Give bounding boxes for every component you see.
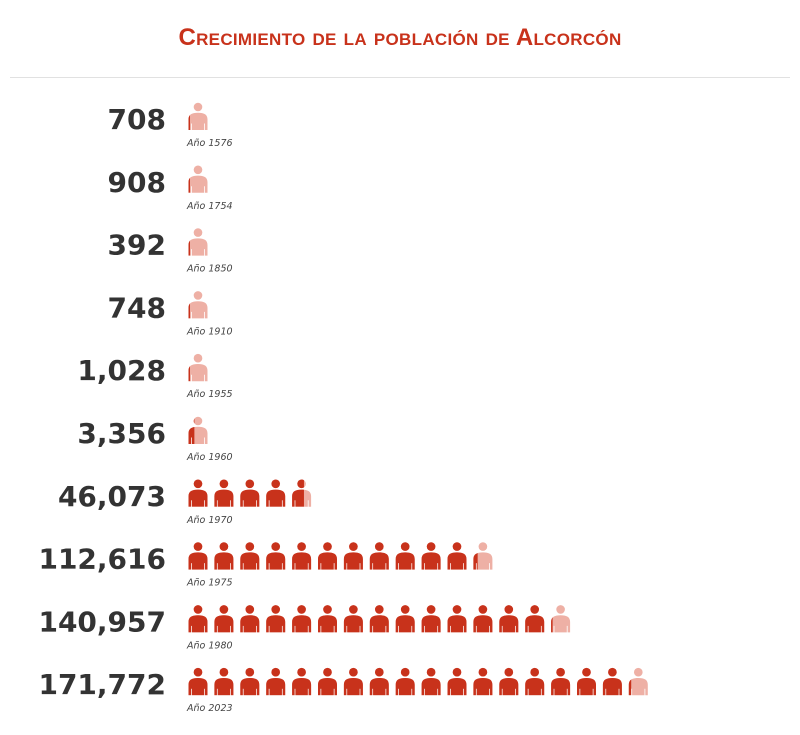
pictogram-row: 171,772 Año 2023 (38, 667, 648, 714)
person-icon (628, 667, 648, 696)
chart-title: Crecimiento de la población de Alcorcón (178, 24, 622, 51)
person-icon (499, 605, 519, 633)
person-icon (188, 542, 208, 570)
year-label: Año 1576 (186, 138, 233, 149)
person-icon (577, 667, 596, 696)
person-icon (188, 102, 208, 130)
person-icon (473, 667, 493, 696)
pictogram-row: 908 Año 1754 (108, 165, 233, 212)
person-icon (292, 605, 312, 633)
person-icon (214, 542, 234, 570)
person-icon (292, 542, 312, 570)
person-icon (602, 667, 622, 696)
year-label: Año 1960 (186, 452, 233, 463)
title-divider (10, 77, 790, 78)
person-icon (551, 605, 571, 633)
person-icon (240, 667, 260, 696)
population-value-label: 112,616 (38, 543, 166, 576)
pictogram-row: 3,356 Año 1960 (77, 416, 233, 463)
person-icon (395, 542, 415, 570)
person-icon (188, 605, 208, 633)
person-icon (369, 667, 389, 696)
person-icon (421, 667, 441, 696)
person-icon (240, 542, 260, 570)
year-label: Año 1910 (186, 326, 233, 337)
person-icon (395, 667, 415, 696)
population-value-label: 171,772 (38, 668, 166, 701)
person-icon (447, 542, 467, 570)
person-icon (447, 667, 467, 696)
person-icon (214, 479, 234, 507)
person-icon (421, 542, 441, 570)
person-icon (266, 605, 286, 633)
person-icon (266, 667, 286, 696)
person-icon (188, 353, 208, 382)
pictogram-row: 46,073 Año 1970 (58, 479, 312, 526)
person-icon (188, 165, 208, 193)
person-icon (292, 667, 312, 696)
person-icon (214, 605, 234, 633)
pictogram-row: 112,616 Año 1975 (38, 542, 493, 589)
person-icon (214, 667, 234, 696)
person-icon (188, 479, 208, 507)
person-icon (525, 605, 545, 633)
pictogram-row: 392 Año 1850 (108, 228, 233, 275)
person-icon (188, 228, 208, 256)
person-icon (525, 667, 545, 696)
population-value-label: 3,356 (77, 417, 166, 450)
population-value-label: 46,073 (58, 480, 166, 513)
year-label: Año 1980 (186, 640, 233, 651)
person-icon (343, 542, 363, 570)
population-value-label: 1,028 (77, 354, 166, 387)
year-label: Año 1970 (186, 515, 233, 526)
person-icon (188, 667, 208, 696)
person-icon (188, 416, 208, 444)
person-icon (343, 605, 363, 633)
year-label: Año 1955 (186, 389, 233, 400)
person-icon (421, 605, 441, 633)
person-icon (240, 605, 260, 633)
person-icon (266, 479, 286, 507)
pictogram-row: 708 Año 1576 (108, 102, 233, 149)
person-icon (499, 667, 519, 696)
person-icon (473, 542, 493, 570)
person-icon (240, 479, 260, 507)
person-icon (188, 291, 208, 319)
pictogram-row: 748 Año 1910 (108, 291, 233, 337)
person-icon (292, 479, 312, 507)
population-value-label: 140,957 (38, 605, 166, 638)
population-value-label: 392 (108, 229, 166, 262)
person-icon (343, 667, 363, 696)
person-icon (318, 667, 337, 696)
person-icon (447, 605, 467, 633)
person-icon (551, 667, 571, 696)
person-icon (369, 605, 389, 633)
year-label: Año 1850 (186, 264, 233, 275)
pictogram-row: 140,957 Año 1980 (38, 605, 571, 651)
year-label: Año 2023 (186, 703, 233, 714)
year-label: Año 1975 (186, 578, 233, 589)
person-icon (266, 542, 286, 570)
person-icon (318, 542, 337, 570)
population-value-label: 908 (108, 166, 166, 199)
person-icon (318, 605, 337, 633)
population-value-label: 708 (108, 103, 166, 136)
person-icon (473, 605, 493, 633)
pictogram-row: 1,028 Año 1955 (77, 353, 233, 400)
person-icon (395, 605, 415, 633)
person-icon (369, 542, 389, 570)
population-value-label: 748 (108, 291, 166, 324)
year-label: Año 1754 (186, 201, 233, 212)
